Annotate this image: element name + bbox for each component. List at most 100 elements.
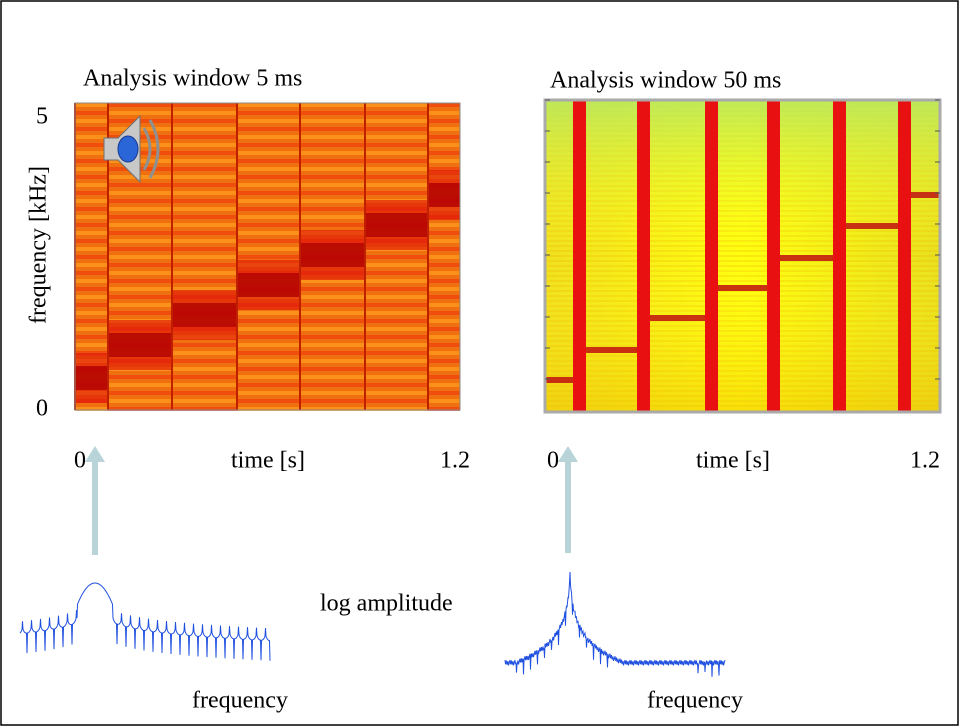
stripe bbox=[365, 375, 428, 379]
stripe bbox=[300, 375, 365, 379]
stripe bbox=[172, 367, 237, 371]
stripe bbox=[237, 199, 300, 203]
left-spectrum bbox=[19, 582, 271, 661]
stripe bbox=[428, 239, 460, 243]
band-core bbox=[237, 273, 300, 297]
left-x-start: 0 bbox=[74, 448, 86, 474]
stripe bbox=[300, 287, 365, 291]
stripe bbox=[108, 279, 172, 283]
stripe bbox=[75, 343, 108, 347]
stripe bbox=[428, 279, 460, 283]
stripe bbox=[300, 223, 365, 227]
stripe bbox=[300, 103, 365, 107]
band-core bbox=[300, 243, 365, 267]
stripe bbox=[172, 191, 237, 195]
stripe bbox=[237, 255, 300, 259]
stripe bbox=[172, 255, 237, 259]
stripe bbox=[108, 295, 172, 299]
stripe bbox=[237, 127, 300, 131]
stripe bbox=[237, 239, 300, 243]
stripe bbox=[365, 359, 428, 363]
stripe bbox=[300, 159, 365, 163]
stripe bbox=[108, 111, 172, 115]
stripe bbox=[172, 383, 237, 387]
stripe bbox=[75, 167, 108, 171]
frame bbox=[543, 98, 942, 414]
stripe bbox=[365, 103, 428, 107]
stripe bbox=[172, 119, 237, 123]
harmonic bbox=[545, 377, 580, 383]
stripe bbox=[428, 383, 460, 387]
stripe bbox=[172, 375, 237, 379]
stripe bbox=[365, 271, 428, 275]
left-arrow-head bbox=[85, 446, 105, 462]
stripe bbox=[172, 399, 237, 403]
transient bbox=[833, 100, 846, 412]
stripe bbox=[108, 215, 172, 219]
stripe bbox=[300, 279, 365, 283]
stripe bbox=[428, 223, 460, 227]
stripe bbox=[172, 151, 237, 155]
stripe bbox=[108, 231, 172, 235]
band-core bbox=[108, 333, 172, 357]
log-amplitude: log amplitude bbox=[320, 591, 453, 617]
harmonic bbox=[774, 255, 840, 261]
stripe bbox=[300, 319, 365, 323]
stripe bbox=[300, 119, 365, 123]
stripe bbox=[300, 399, 365, 403]
stripe bbox=[172, 223, 237, 227]
stripe bbox=[237, 175, 300, 179]
band-core bbox=[365, 213, 428, 237]
stripe bbox=[172, 407, 237, 411]
stripe bbox=[365, 159, 428, 163]
stripe bbox=[365, 303, 428, 307]
stripe bbox=[237, 319, 300, 323]
harmonic bbox=[645, 315, 712, 321]
stripe bbox=[172, 287, 237, 291]
stripe bbox=[428, 391, 460, 395]
stripe bbox=[365, 127, 428, 131]
stripe bbox=[300, 327, 365, 331]
stripe bbox=[428, 351, 460, 355]
stripe bbox=[237, 375, 300, 379]
stripe bbox=[237, 359, 300, 363]
stripe bbox=[237, 407, 300, 411]
stripe bbox=[172, 231, 237, 235]
stripe bbox=[237, 111, 300, 115]
stripe bbox=[428, 127, 460, 131]
stripe bbox=[365, 391, 428, 395]
stripe bbox=[237, 167, 300, 171]
stripe bbox=[365, 119, 428, 123]
stripe bbox=[428, 319, 460, 323]
stripe bbox=[428, 375, 460, 379]
stripe bbox=[172, 175, 237, 179]
harmonic bbox=[840, 223, 905, 229]
transient bbox=[898, 100, 911, 412]
stripe bbox=[108, 271, 172, 275]
stripe bbox=[428, 143, 460, 147]
stripe bbox=[172, 183, 237, 187]
stripe bbox=[237, 335, 300, 339]
stripe bbox=[108, 183, 172, 187]
stripe bbox=[365, 287, 428, 291]
stripe bbox=[75, 231, 108, 235]
stripe bbox=[172, 103, 237, 107]
stripe bbox=[300, 207, 365, 211]
stripe bbox=[75, 303, 108, 307]
band-core bbox=[172, 303, 237, 327]
stripe bbox=[75, 239, 108, 243]
stripe bbox=[75, 207, 108, 211]
stripe bbox=[108, 191, 172, 195]
stripe bbox=[428, 135, 460, 139]
frame bbox=[74, 102, 461, 411]
left-x-label: time [s] bbox=[231, 448, 305, 474]
stripe bbox=[300, 151, 365, 155]
stripe bbox=[172, 271, 237, 275]
stripe bbox=[172, 207, 237, 211]
stripe bbox=[300, 383, 365, 387]
stripe bbox=[75, 135, 108, 139]
stripe bbox=[108, 207, 172, 211]
stripe bbox=[237, 391, 300, 395]
transient bbox=[573, 100, 586, 412]
stripe bbox=[300, 167, 365, 171]
